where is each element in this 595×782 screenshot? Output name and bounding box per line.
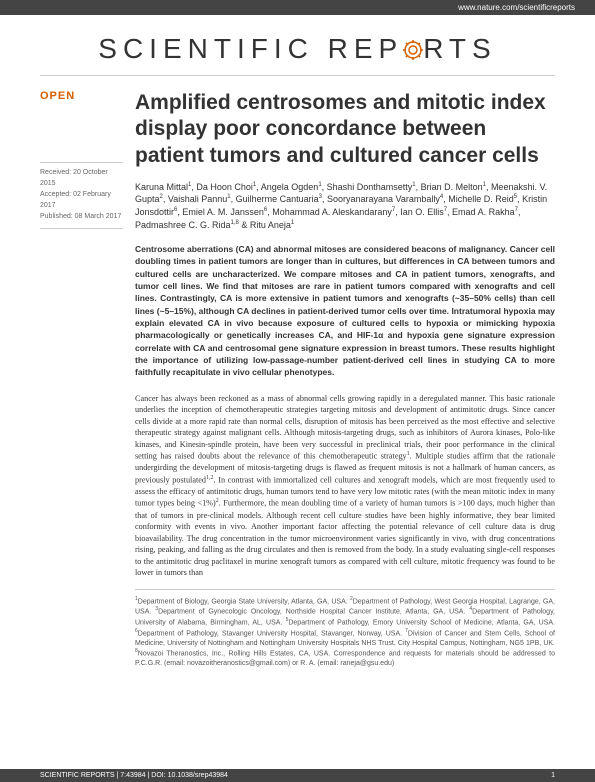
received-date: Received: 20 October 2015 (40, 168, 123, 189)
accepted-date: Accepted: 02 February 2017 (40, 190, 123, 211)
page-footer: SCIENTIFIC REPORTS | 7:43984 | DOI: 10.1… (0, 769, 595, 782)
affiliations: 1Department of Biology, Georgia State Un… (135, 589, 555, 669)
left-sidebar: OPEN Received: 20 October 2015 Accepted:… (40, 90, 135, 668)
main-content: OPEN Received: 20 October 2015 Accepted:… (0, 76, 595, 668)
gear-icon (401, 37, 425, 61)
footer-page-number: 1 (551, 772, 555, 779)
journal-name-part2: REP (328, 33, 404, 65)
journal-name-part3: RTS (423, 33, 497, 65)
journal-header: SCIENTIFIC REP RTS (40, 15, 555, 76)
abstract: Centrosome aberrations (CA) and abnormal… (135, 243, 555, 378)
article-title: Amplified centrosomes and mitotic index … (135, 90, 555, 169)
top-url-bar: www.nature.com/scientificreports (0, 0, 595, 15)
footer-citation: SCIENTIFIC REPORTS | 7:43984 | DOI: 10.1… (40, 772, 228, 779)
body-paragraph-1: Cancer has always been reckoned as a mas… (135, 393, 555, 579)
article-metadata: Received: 20 October 2015 Accepted: 02 F… (40, 162, 123, 229)
journal-name-part1: SCIENTIFIC (98, 33, 314, 65)
journal-logo: SCIENTIFIC REP RTS (98, 33, 496, 65)
article-body: Amplified centrosomes and mitotic index … (135, 90, 555, 668)
journal-url: www.nature.com/scientificreports (458, 3, 575, 12)
published-date: Published: 08 March 2017 (40, 212, 123, 223)
open-access-badge: OPEN (40, 90, 123, 102)
author-list: Karuna Mittal1, Da Hoon Choi1, Angela Og… (135, 181, 555, 231)
